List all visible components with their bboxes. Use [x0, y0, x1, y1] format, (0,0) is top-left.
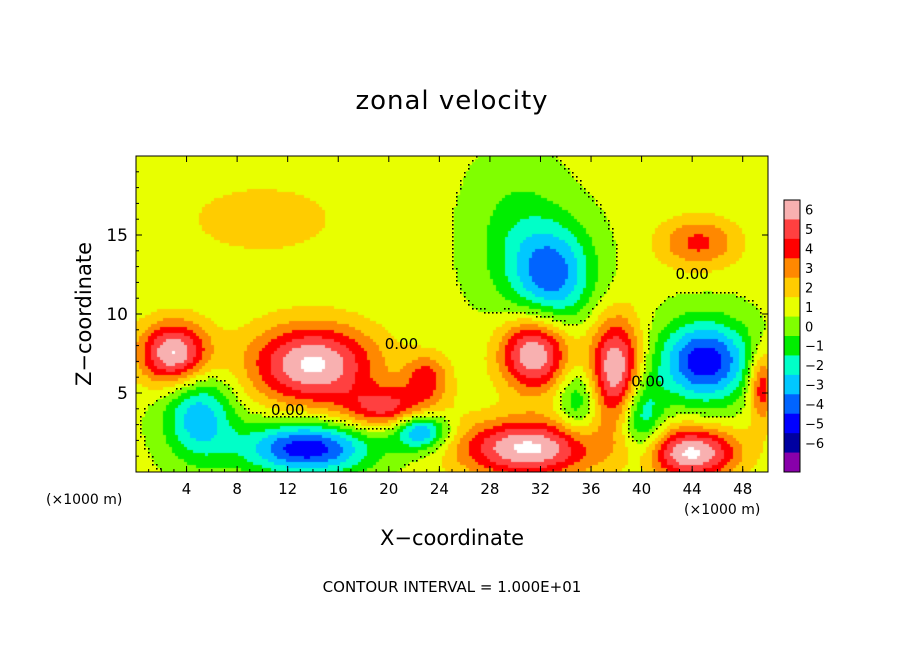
colorbar-swatch [784, 374, 800, 395]
x-tick-label: 36 [581, 480, 600, 498]
colorbar-label: −5 [805, 417, 824, 432]
heatmap-field [136, 156, 768, 472]
colorbar-swatch [784, 200, 800, 220]
colorbar-label: −2 [805, 359, 824, 374]
colorbar-label: −1 [805, 340, 824, 355]
colorbar-label: −6 [805, 437, 824, 452]
colorbar-swatch [784, 413, 800, 434]
colorbar-swatch [784, 297, 800, 318]
x-tick-label: 8 [232, 480, 242, 498]
x-tick-label: 12 [278, 480, 297, 498]
x-axis-label: X−coordinate [380, 526, 524, 550]
colorbar-swatch [784, 336, 800, 356]
colorbar-label: −3 [805, 379, 824, 394]
x-tick-label: 24 [430, 480, 449, 498]
x-tick-label: 44 [683, 480, 702, 498]
colorbar-frame [783, 199, 801, 473]
colorbar-label: −4 [805, 398, 824, 413]
colorbar-swatch [784, 238, 800, 259]
colorbar-label: 4 [805, 243, 813, 258]
x-tick-label: 48 [733, 480, 752, 498]
x-tick-label: 32 [531, 480, 550, 498]
colorbar: 6 5 4 3 2 1 0 −1 −2 −3 −4 −5 −6 [783, 199, 824, 473]
colorbar-swatch [784, 394, 800, 415]
colorbar-swatch [784, 316, 800, 337]
colorbar-label: 5 [805, 223, 813, 238]
contour-interval-note: CONTOUR INTERVAL = 1.000E+01 [322, 578, 582, 596]
colorbar-label: 6 [805, 204, 813, 219]
x-tick-label: 40 [632, 480, 651, 498]
x-unit-label-right: (×1000 m) [684, 502, 761, 518]
x-unit-label-left: (×1000 m) [46, 492, 123, 508]
contour-label: 0.00 [385, 335, 418, 353]
colorbar-swatch [784, 219, 800, 240]
x-tick-label: 16 [329, 480, 348, 498]
y-tick-label: 10 [106, 305, 128, 325]
zero-contour [140, 156, 766, 470]
colorbar-swatch [784, 355, 800, 376]
x-tick-label: 20 [379, 480, 398, 498]
colorbar-label: 0 [805, 320, 813, 335]
chart-title: zonal velocity [355, 86, 549, 116]
colorbar-label: 3 [805, 262, 813, 277]
plot-area: 0.00 0.00 0.00 0.00 [136, 156, 768, 472]
x-tick-label: 28 [480, 480, 499, 498]
colorbar-swatch [784, 277, 800, 298]
y-axis-label: Z−coordinate [72, 242, 96, 386]
colorbar-swatch [784, 258, 800, 279]
y-tick-label: 5 [117, 384, 128, 404]
colorbar-label: 2 [805, 281, 813, 296]
y-tick-label: 15 [106, 226, 128, 246]
contour-label: 0.00 [675, 265, 708, 283]
colorbar-label: 1 [805, 301, 813, 316]
x-tick-label: 4 [182, 480, 192, 498]
contour-label: 0.00 [271, 401, 304, 419]
contour-label: 0.00 [631, 373, 664, 391]
colorbar-swatch [784, 452, 800, 473]
colorbar-swatch [784, 433, 800, 454]
